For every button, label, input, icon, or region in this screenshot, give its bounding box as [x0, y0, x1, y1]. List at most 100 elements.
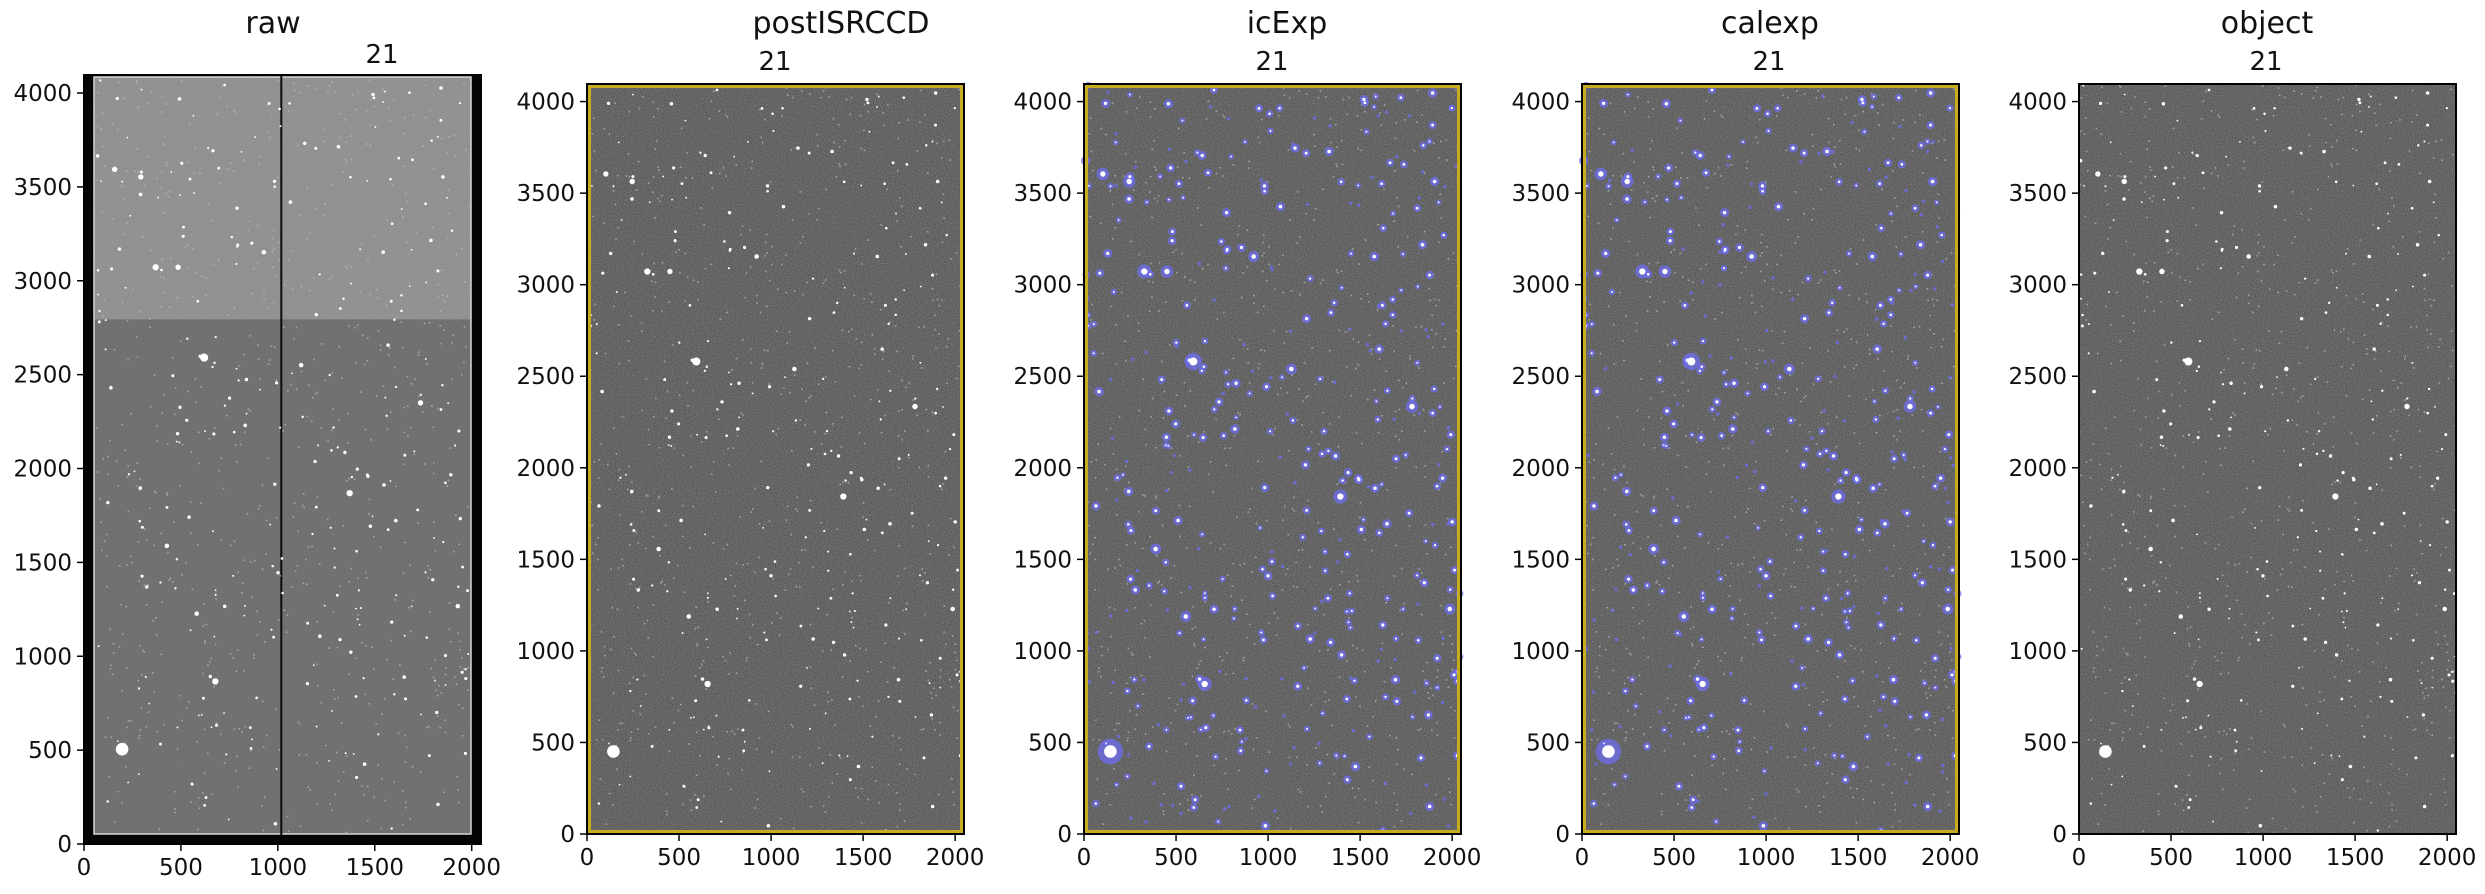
speckle: [1136, 713, 1138, 716]
speckle: [394, 366, 396, 369]
speckle: [136, 462, 139, 464]
star: [395, 385, 398, 389]
speckle: [1112, 238, 1114, 240]
star: [1691, 433, 1694, 436]
star: [1839, 479, 1842, 482]
speckle: [1324, 700, 1327, 703]
speckle: [219, 182, 221, 185]
speckle: [929, 692, 932, 694]
speckle: [305, 583, 308, 585]
star: [1340, 286, 1343, 289]
speckle: [441, 137, 443, 140]
speckle: [2191, 754, 2193, 757]
speckle: [1600, 823, 1603, 825]
star: [1341, 479, 1344, 482]
speckle: [1137, 330, 1140, 332]
speckle: [247, 408, 250, 411]
star: [706, 592, 709, 595]
speckle: [136, 148, 138, 150]
speckle: [1720, 114, 1723, 117]
speckle: [1197, 441, 1200, 444]
speckle: [1599, 654, 1601, 657]
y-tick-label: 1500: [1511, 547, 1570, 573]
speckle: [1647, 101, 1650, 104]
speckle: [1713, 172, 1716, 175]
speckle: [414, 378, 416, 381]
speckle: [809, 499, 812, 502]
speckle: [929, 552, 931, 555]
speckle: [862, 516, 864, 519]
detection-footprint: [1370, 175, 1375, 180]
speckle: [1338, 676, 1341, 678]
speckle: [628, 682, 631, 685]
star: [1822, 550, 1825, 553]
speckle: [1689, 794, 1691, 796]
speckle: [1149, 656, 1151, 658]
star: [186, 337, 189, 340]
speckle: [453, 134, 456, 137]
star: [1257, 106, 1261, 110]
speckle: [125, 170, 128, 172]
star: [629, 523, 633, 526]
axes-frame: [586, 83, 965, 835]
detection-footprint: [1156, 722, 1161, 727]
speckle: [1351, 787, 1354, 789]
star: [760, 106, 764, 110]
speckle: [782, 387, 785, 390]
star: [950, 606, 955, 612]
speckle: [840, 446, 843, 448]
star: [1701, 339, 1705, 343]
star: [127, 473, 131, 476]
speckle: [678, 248, 680, 251]
speckle: [1221, 659, 1224, 662]
star: [1945, 606, 1950, 612]
speckle: [448, 628, 451, 631]
star: [1920, 144, 1923, 147]
star: [305, 682, 310, 686]
star: [258, 388, 261, 391]
speckle: [1895, 748, 1897, 751]
star: [1595, 389, 1599, 394]
star: [1931, 544, 1935, 547]
speckle: [1295, 561, 1297, 564]
speckle: [1192, 606, 1194, 608]
star: [1886, 161, 1890, 165]
speckle: [1151, 296, 1153, 298]
star: [439, 118, 443, 122]
speckle: [851, 616, 853, 619]
star: [724, 577, 727, 580]
detection-footprint: [1269, 549, 1274, 554]
speckle: [1330, 141, 1332, 144]
speckle: [286, 815, 289, 818]
speckle: [460, 247, 463, 250]
speckle: [700, 207, 702, 209]
speckle: [1590, 738, 1593, 741]
speckle: [169, 257, 172, 260]
speckle: [440, 342, 443, 345]
speckle: [1150, 416, 1152, 418]
speckle: [889, 488, 892, 491]
speckle: [1849, 644, 1852, 647]
star: [204, 796, 208, 800]
star: [667, 444, 670, 447]
star: [720, 400, 724, 404]
detection-footprint: [1890, 450, 1895, 454]
speckle: [1799, 424, 1801, 426]
star: [1148, 584, 1151, 587]
star: [1319, 377, 1322, 381]
speckle: [2083, 133, 2086, 135]
speckle: [121, 185, 123, 188]
speckle: [436, 694, 439, 697]
speckle: [1153, 140, 1155, 142]
speckle: [1604, 648, 1607, 651]
star: [333, 566, 336, 569]
star: [1767, 129, 1770, 132]
star: [703, 369, 706, 372]
star: [1871, 486, 1875, 491]
speckle: [875, 715, 877, 718]
speckle: [1212, 490, 1214, 493]
speckle: [135, 485, 138, 487]
speckle: [1416, 89, 1419, 92]
speckle: [1248, 160, 1250, 163]
speckle: [604, 352, 607, 355]
